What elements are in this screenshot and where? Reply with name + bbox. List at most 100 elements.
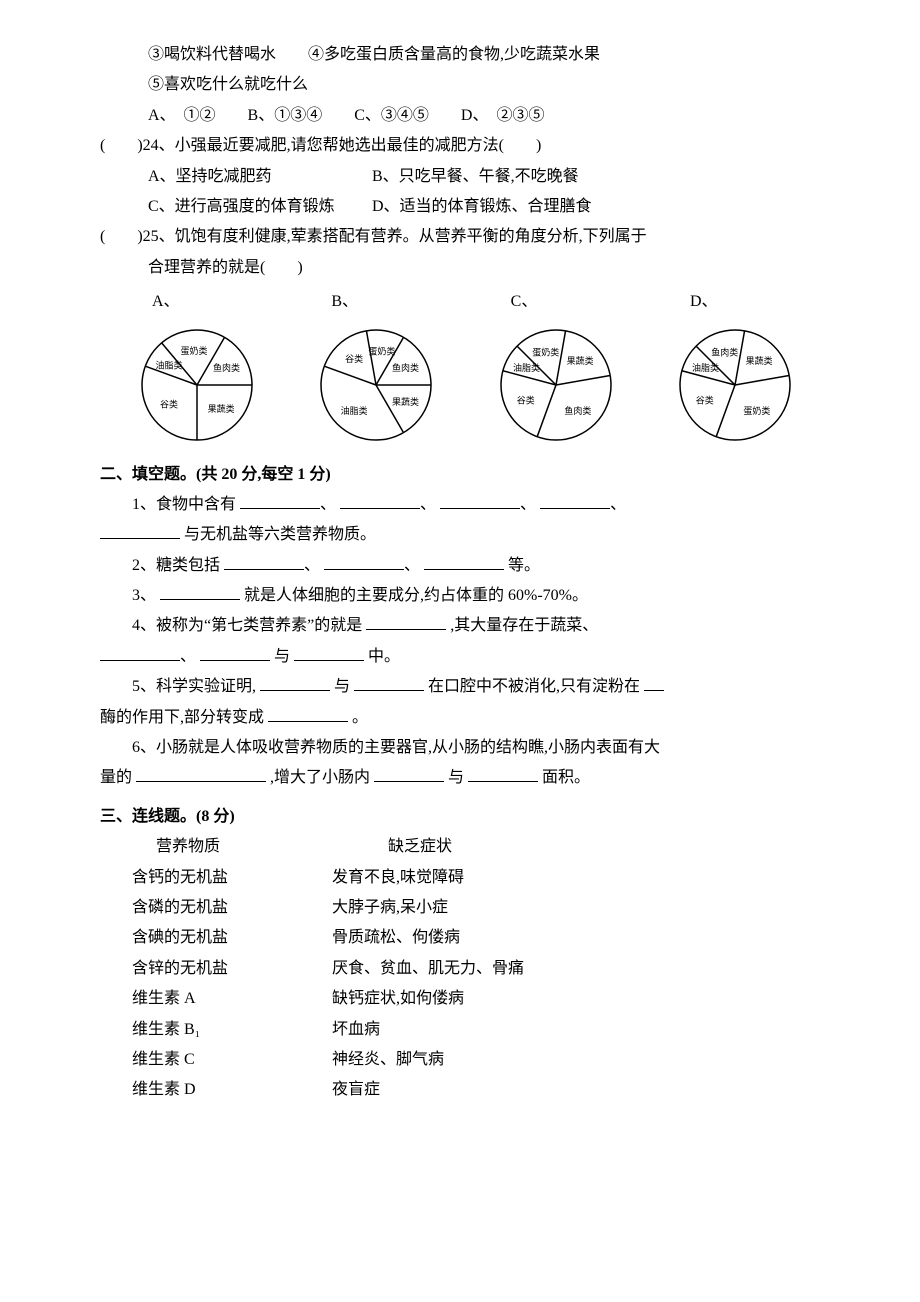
blank[interactable]: [354, 674, 424, 691]
match-left-cell: 维生素 D: [132, 1075, 332, 1105]
svg-text:鱼肉类: 鱼肉类: [213, 361, 240, 372]
svg-text:鱼肉类: 鱼肉类: [392, 361, 419, 372]
match-right-cell: 夜盲症: [332, 1075, 820, 1105]
q24-row2: C、进行高强度的体育锻炼 D、适当的体育锻炼、合理膳食: [100, 192, 820, 222]
match-body: 含钙的无机盐发育不良,味觉障碍含磷的无机盐大脖子病,呆小症含碘的无机盐骨质疏松、…: [100, 863, 820, 1106]
s2-q1b-line: 与无机盐等六类营养物质。: [100, 520, 820, 550]
match-right-cell: 大脖子病,呆小症: [332, 893, 820, 923]
q23-line2: ⑤喜欢吃什么就吃什么: [100, 70, 820, 100]
s2-q5c: 在口腔中不被消化,只有淀粉在: [428, 678, 640, 695]
blank[interactable]: [294, 644, 364, 661]
blank[interactable]: [160, 583, 240, 600]
match-left-cell: 含碘的无机盐: [132, 923, 332, 953]
svg-text:谷类: 谷类: [696, 394, 714, 405]
s2-q1a: 1、食物中含有: [132, 496, 236, 513]
match-row: 维生素 A缺钙症状,如佝偻病: [100, 984, 820, 1014]
match-head-left: 营养物质: [132, 832, 356, 862]
match-row: 含磷的无机盐大脖子病,呆小症: [100, 893, 820, 923]
svg-text:油脂类: 油脂类: [513, 361, 540, 372]
q25-label-D: D、: [670, 287, 718, 317]
match-left-cell: 含锌的无机盐: [132, 954, 332, 984]
blank[interactable]: [324, 553, 404, 570]
svg-text:油脂类: 油脂类: [156, 359, 183, 370]
match-head-right: 缺乏症状: [356, 832, 820, 862]
q24-optD: D、适当的体育锻炼、合理膳食: [372, 198, 592, 215]
s2-q4a: 4、被称为“第七类营养素”的就是: [132, 617, 362, 634]
s2-q5a: 5、科学实验证明,: [132, 678, 256, 695]
blank[interactable]: [374, 765, 444, 782]
svg-text:蛋奶类: 蛋奶类: [181, 345, 208, 356]
blank[interactable]: [366, 613, 446, 630]
s2-q5b: 与: [334, 678, 350, 695]
pie-chart-A: 鱼肉类果蔬类谷类油脂类蛋奶类: [132, 320, 262, 450]
match-left-cell: 维生素 A: [132, 984, 332, 1014]
match-right-cell: 骨质疏松、佝偻病: [332, 923, 820, 953]
s2-q4: 4、被称为“第七类营养素”的就是 ,其大量存在于蔬菜、: [100, 611, 820, 641]
match-right-cell: 厌食、贫血、肌无力、骨痛: [332, 954, 820, 984]
s2-q5: 5、科学实验证明, 与 在口腔中不被消化,只有淀粉在: [100, 672, 820, 702]
match-header: 营养物质 缺乏症状: [100, 832, 820, 862]
q24-optA: A、坚持吃减肥药: [148, 162, 368, 192]
s2-q5-line2: 酶的作用下,部分转变成 。: [100, 703, 820, 733]
s2-q1b: 与无机盐等六类营养物质。: [184, 526, 376, 543]
blank[interactable]: [100, 522, 180, 539]
q24-optC: C、进行高强度的体育锻炼: [148, 192, 368, 222]
q25-chart-B: B、 鱼肉类果蔬类油脂类谷类蛋奶类: [311, 287, 461, 449]
q23-line1: ③喝饮料代替喝水 ④多吃蛋白质含量高的食物,少吃蔬菜水果: [100, 40, 820, 70]
s2-q6c: ,增大了小肠内: [270, 769, 370, 786]
q24-optB: B、只吃早餐、午餐,不吃晚餐: [372, 168, 579, 185]
s2-q4c: 与: [274, 648, 290, 665]
s2-q3a: 3、: [132, 587, 156, 604]
blank[interactable]: [424, 553, 504, 570]
s2-q2: 2、糖类包括 、 、 等。: [100, 551, 820, 581]
q25-chart-row: A、 鱼肉类果蔬类谷类油脂类蛋奶类 B、 鱼肉类果蔬类油脂类谷类蛋奶类 C、 果…: [132, 287, 820, 449]
svg-text:油脂类: 油脂类: [341, 405, 368, 416]
s2-q4b: ,其大量存在于蔬菜、: [450, 617, 598, 634]
q25-chart-D: D、 果蔬类蛋奶类谷类油脂类鱼肉类: [670, 287, 820, 449]
match-row: 含锌的无机盐厌食、贫血、肌无力、骨痛: [100, 954, 820, 984]
s2-q4-line2: 、 与 中。: [100, 642, 820, 672]
svg-text:谷类: 谷类: [516, 394, 534, 405]
match-right-cell: 坏血病: [332, 1015, 820, 1045]
match-left-cell: 维生素 C: [132, 1045, 332, 1075]
svg-text:果蔬类: 果蔬类: [746, 354, 773, 365]
blank[interactable]: [268, 705, 348, 722]
match-left-cell: 含磷的无机盐: [132, 893, 332, 923]
s2-q6-line2: 量的 ,增大了小肠内 与 面积。: [100, 763, 820, 793]
svg-text:谷类: 谷类: [160, 398, 178, 409]
blank[interactable]: [340, 492, 420, 509]
s2-q6e: 面积。: [542, 769, 590, 786]
pie-chart-B: 鱼肉类果蔬类油脂类谷类蛋奶类: [311, 320, 441, 450]
q24-stem: ( )24、小强最近要减肥,请您帮她选出最佳的减肥方法( ): [100, 131, 820, 161]
svg-text:鱼肉类: 鱼肉类: [564, 405, 591, 416]
blank[interactable]: [440, 492, 520, 509]
svg-text:蛋奶类: 蛋奶类: [743, 405, 770, 416]
svg-text:油脂类: 油脂类: [692, 361, 719, 372]
q25-stem1: ( )25、饥饱有度利健康,荤素搭配有营养。从营养平衡的角度分析,下列属于: [100, 222, 820, 252]
match-left-cell: 含钙的无机盐: [132, 863, 332, 893]
blank[interactable]: [644, 674, 664, 691]
match-row: 含钙的无机盐发育不良,味觉障碍: [100, 863, 820, 893]
s2-q2a: 2、糖类包括: [132, 557, 220, 574]
q25-label-A: A、: [132, 287, 180, 317]
blank[interactable]: [224, 553, 304, 570]
blank[interactable]: [240, 492, 320, 509]
q25-stem2: 合理营养的就是( ): [100, 253, 820, 283]
s2-q1: 1、食物中含有 、 、 、 、: [100, 490, 820, 520]
s2-q3b: 就是人体细胞的主要成分,约占体重的 60%-70%。: [244, 587, 588, 604]
match-right-cell: 神经炎、脚气病: [332, 1045, 820, 1075]
s2-q6b: 量的: [100, 769, 132, 786]
blank[interactable]: [200, 644, 270, 661]
blank[interactable]: [260, 674, 330, 691]
svg-text:果蔬类: 果蔬类: [392, 396, 419, 407]
s2-q6a: 6、小肠就是人体吸收营养物质的主要器官,从小肠的结构瞧,小肠内表面有大: [132, 739, 660, 756]
match-right-cell: 缺钙症状,如佝偻病: [332, 984, 820, 1014]
blank[interactable]: [540, 492, 610, 509]
blank[interactable]: [136, 765, 266, 782]
svg-text:谷类: 谷类: [345, 352, 363, 363]
s2-q3: 3、 就是人体细胞的主要成分,约占体重的 60%-70%。: [100, 581, 820, 611]
s2-q5e: 。: [352, 709, 368, 726]
blank[interactable]: [468, 765, 538, 782]
blank[interactable]: [100, 644, 180, 661]
s2-q5d: 酶的作用下,部分转变成: [100, 709, 264, 726]
